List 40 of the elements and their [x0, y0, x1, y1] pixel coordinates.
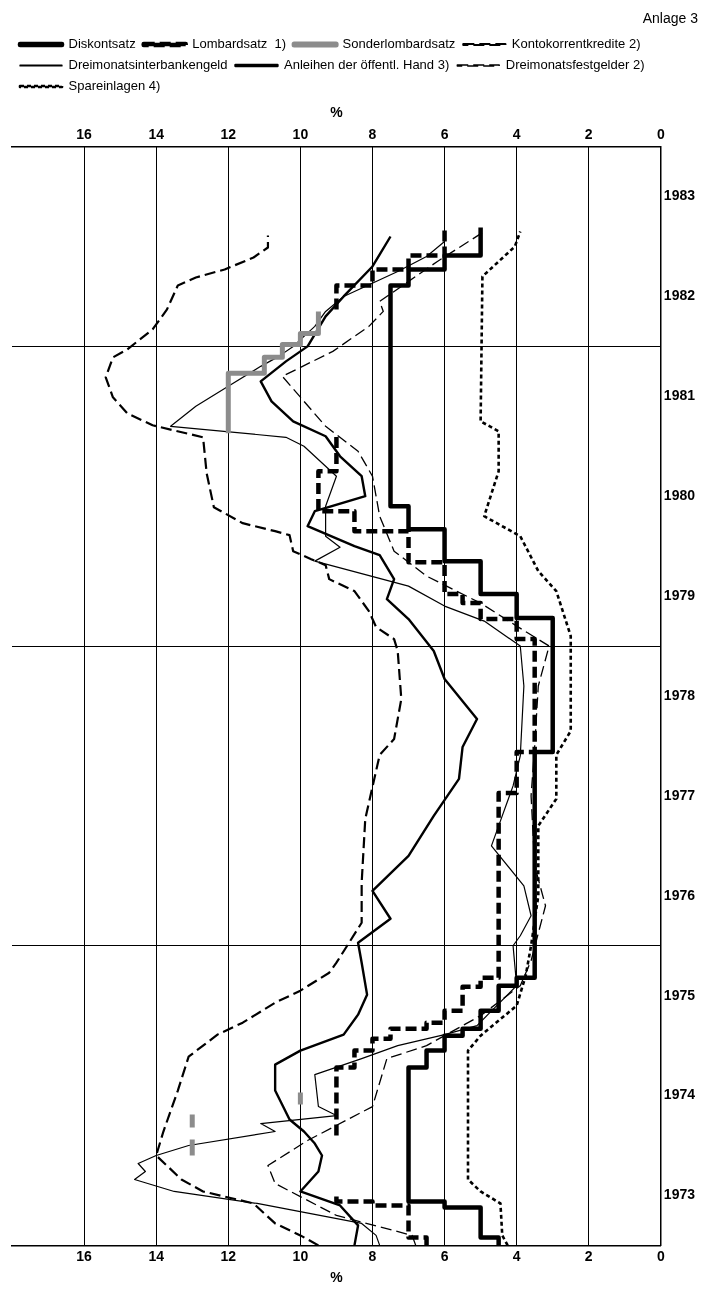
- y-tick-label: 1983: [663, 187, 696, 204]
- y-tick-label: 1974: [663, 1086, 696, 1103]
- x2-tick-label: 2: [584, 1247, 593, 1264]
- x-tick-label: 12: [220, 126, 237, 143]
- legend-label: Kontokorrentkredite 2): [511, 36, 641, 52]
- y-tick-label: 1977: [663, 786, 696, 803]
- text: Anlage 3: [642, 9, 699, 26]
- legend-label: Sonderlombardsatz: [342, 36, 456, 52]
- legend-label: Diskontsatz: [68, 36, 136, 52]
- legend-label: Anleihen der öffentl. Hand 3): [283, 57, 450, 73]
- x-tick-label: 16: [76, 126, 93, 143]
- x-tick-label: 14: [148, 126, 165, 143]
- y-tick-label: 1973: [663, 1186, 696, 1203]
- x-tick-label: 0: [656, 126, 665, 143]
- legend-label: Dreimonatsinterbankengeld: [68, 57, 228, 73]
- x2-tick-label: 14: [148, 1247, 165, 1264]
- x-tick-label: 8: [368, 126, 377, 143]
- x2-tick-label: 6: [440, 1247, 449, 1264]
- x2-tick-label: 16: [76, 1247, 93, 1264]
- x2-tick-label: 0: [656, 1247, 665, 1264]
- y-tick-label: 1982: [663, 287, 696, 304]
- x2-tick-label: 10: [292, 1247, 309, 1264]
- legend-label: Lombardsatz 1): [192, 36, 287, 52]
- x-tick-label: 2: [584, 126, 593, 143]
- x2-tick-label: 4: [512, 1247, 521, 1264]
- y-tick-label: 1980: [663, 487, 696, 504]
- y-tick-label: 1975: [663, 986, 696, 1003]
- legend-label: Spareinlagen 4): [68, 78, 161, 94]
- x2-axis-title: %: [330, 104, 344, 121]
- y-tick-label: 1978: [663, 686, 696, 703]
- x2-tick-label: 12: [220, 1247, 237, 1264]
- x2-tick-label: 8: [368, 1247, 377, 1264]
- x-tick-label: 10: [292, 126, 309, 143]
- legend-label: Dreimonatsfestgelder 2): [505, 57, 645, 73]
- y-tick-label: 1979: [663, 586, 696, 603]
- x-tick-label: 6: [440, 126, 449, 143]
- x-axis-title: %: [330, 1269, 344, 1286]
- y-tick-label: 1976: [663, 886, 696, 903]
- x-tick-label: 4: [512, 126, 521, 143]
- y-tick-label: 1981: [663, 387, 696, 404]
